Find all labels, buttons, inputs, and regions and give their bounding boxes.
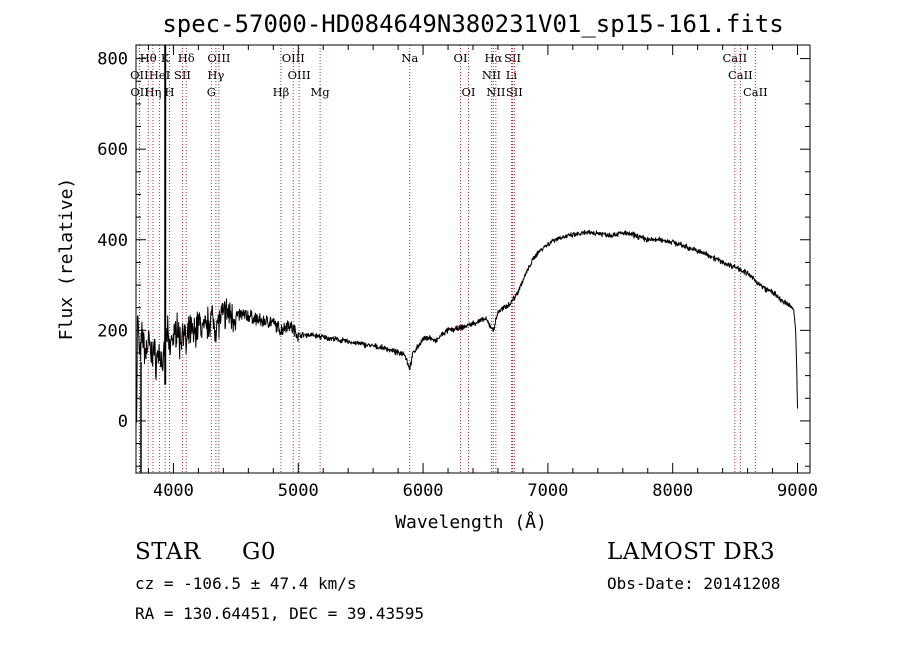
marker-label-6: Hα (484, 51, 502, 65)
spectral-line-markers: HθKHδOIIIOIIIOIHαSIICaIIOIIHeISIIHγOIIIN… (130, 45, 768, 473)
marker-label-23: Na (401, 51, 418, 65)
marker-label-5: OI (454, 51, 468, 65)
obs-date: Obs-Date: 20141208 (607, 574, 781, 593)
x-tick-label: 6000 (403, 481, 444, 501)
x-tick-label: 7000 (527, 481, 568, 501)
series-line-flux (136, 229, 798, 423)
marker-label-22: Mg (311, 85, 331, 99)
marker-label-12: Hγ (207, 68, 224, 82)
y-tick-label: 0 (118, 412, 128, 432)
y-tick-label: 600 (97, 140, 128, 160)
marker-label-25: NII (486, 85, 505, 99)
marker-label-26: SII (506, 85, 523, 99)
axis-ticks: 4000 5000 6000 7000 8000 9000 0 200 400 600 800 (97, 45, 818, 501)
marker-label-7: SII (504, 51, 521, 65)
y-tick-label: 200 (97, 321, 128, 341)
marker-label-13: OIII (288, 68, 311, 82)
x-tick-label: 5000 (278, 481, 319, 501)
marker-label-19: H (165, 85, 175, 99)
survey-name: LAMOST DR3 (607, 539, 776, 565)
x-tick-label: 8000 (652, 481, 693, 501)
redshift-cz: cz = -106.5 ± 47.4 km/s (135, 574, 357, 593)
marker-label-20: G (207, 85, 216, 99)
marker-label-17: OII (130, 85, 149, 99)
x-tick-label: 9000 (777, 481, 818, 501)
marker-label-27: CaII (743, 85, 768, 99)
subclass: G0 (242, 539, 277, 565)
marker-label-24: OI (462, 85, 476, 99)
marker-label-15: Li (506, 68, 518, 82)
marker-label-16: CaII (728, 68, 753, 82)
y-tick-label: 400 (97, 231, 128, 251)
marker-label-3: OIII (207, 51, 230, 65)
y-axis-label: Flux (relative) (56, 178, 77, 341)
x-tick-label: 4000 (153, 481, 194, 501)
marker-label-0: Hθ (140, 51, 157, 65)
marker-label-2: Hδ (178, 51, 195, 65)
plot-frame (135, 44, 811, 474)
marker-label-18: Hη (145, 85, 162, 99)
marker-label-8: CaII (722, 51, 747, 65)
marker-label-11: SII (174, 68, 191, 82)
coordinates: RA = 130.64451, DEC = 39.43595 (135, 604, 424, 623)
x-axis-label: Wavelength (Å) (395, 511, 547, 533)
y-tick-label: 800 (97, 50, 128, 70)
marker-label-4: OIII (282, 51, 305, 65)
marker-label-14: NII (482, 68, 501, 82)
object-type: STAR (135, 539, 201, 565)
marker-label-10: HeI (149, 68, 170, 82)
chart-title: spec-57000-HD084649N380231V01_sp15-161.f… (162, 10, 783, 38)
marker-label-21: Hβ (273, 85, 290, 99)
